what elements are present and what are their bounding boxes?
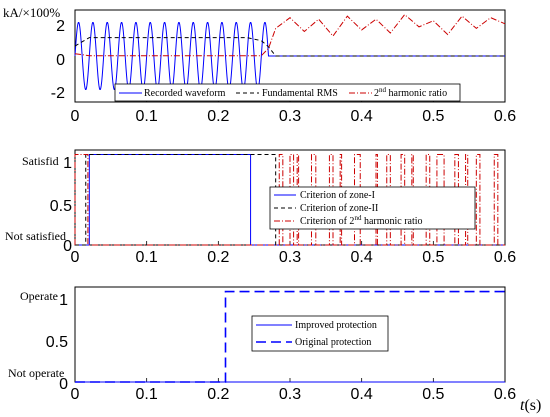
panel3-ytick-1: 1 bbox=[59, 292, 68, 309]
panel1-ytick-neg2: -2 bbox=[51, 85, 65, 102]
panel3-xtick: 0 bbox=[71, 386, 80, 403]
panel1-xtick: 0.2 bbox=[207, 108, 229, 125]
panel2-series-2 bbox=[74, 154, 505, 246]
panel2-ytick-0: 0 bbox=[63, 238, 72, 255]
legend-recorded-waveform-label: Recorded waveform bbox=[144, 88, 226, 99]
panel3-legend-box bbox=[251, 315, 389, 352]
panel3-ytick-0: 0 bbox=[59, 376, 68, 393]
legend-improved-label: Improved protection bbox=[295, 320, 377, 331]
panel3-ylabel-bottom: Not operate bbox=[8, 366, 64, 380]
panel1-series-2 bbox=[74, 13, 506, 57]
panel1-ytick-2: 2 bbox=[56, 18, 65, 35]
panel2-xtick: 0 bbox=[71, 249, 80, 266]
panel3-series bbox=[75, 290, 505, 383]
panel-operation: Operate Not operate 1 0.5 0 0 0.1 0.2 0.3 0.… bbox=[8, 286, 541, 414]
panel2-ytick-1: 1 bbox=[63, 155, 72, 172]
panel2-legend-box bbox=[269, 186, 476, 230]
panel1-series-1 bbox=[74, 37, 505, 57]
panel2-ylabel-bottom: Not satisfied bbox=[5, 229, 66, 243]
panel3-xticks: 0 0.1 0.2 0.3 0.4 0.5 0.6 bbox=[71, 386, 517, 403]
legend-harmonic-criterion-label: Criterion of 2nd harmonic ratio bbox=[300, 214, 423, 227]
panel1-xtick: 0.5 bbox=[422, 108, 444, 125]
panel1-xtick: 0.6 bbox=[494, 108, 516, 125]
panel2-xtick: 0.6 bbox=[494, 249, 516, 266]
panel2-xtick: 0.2 bbox=[207, 249, 229, 266]
panel2-xtick: 0.4 bbox=[351, 249, 373, 266]
panel3-xlabel: t(s) bbox=[520, 397, 541, 414]
panel1-ytick-0: 0 bbox=[56, 52, 65, 69]
panel1-legend: Recorded waveform Fundamental RMS 2nd ha… bbox=[114, 83, 461, 102]
panel3-xtick: 0.2 bbox=[207, 386, 229, 403]
panel2-xtick: 0.5 bbox=[422, 249, 444, 266]
panel1-legend-box bbox=[114, 83, 461, 102]
panel3-series-1 bbox=[75, 290, 505, 383]
panel1-xtick: 0.1 bbox=[136, 108, 158, 125]
legend-zone2-label: Criterion of zone-II bbox=[300, 203, 378, 214]
panel3-xtick: 0.4 bbox=[351, 386, 373, 403]
panel1-series bbox=[74, 13, 506, 91]
panel1-unit-label: kA/×100% bbox=[3, 5, 60, 20]
panel3-legend: Improved protection Original protection bbox=[251, 315, 389, 352]
panel3-xtick: 0.3 bbox=[279, 386, 301, 403]
legend-original-label: Original protection bbox=[295, 337, 371, 348]
panel2-xticks: 0 0.1 0.2 0.3 0.4 0.5 0.6 bbox=[71, 249, 517, 266]
panel1-xtick: 0.4 bbox=[351, 108, 373, 125]
panel3-xtick: 0.6 bbox=[494, 386, 516, 403]
panel1-xtick: 0.3 bbox=[279, 108, 301, 125]
panel3-xtick: 0.1 bbox=[136, 386, 158, 403]
panel1-xticks: 0 0.1 0.2 0.3 0.4 0.5 0.6 bbox=[71, 108, 517, 125]
legend-fundamental-rms-label: Fundamental RMS bbox=[262, 88, 338, 99]
panel3-xtick: 0.5 bbox=[422, 386, 444, 403]
panel2-series bbox=[74, 154, 505, 246]
legend-zone1-label: Criterion of zone-I bbox=[300, 190, 375, 201]
panel-criteria: Satisfid Not satisfied 1 0.5 0 0 0.1 0.2 0.… bbox=[5, 149, 517, 266]
panel2-xtick: 0.3 bbox=[279, 249, 301, 266]
panel2-xtick: 0.1 bbox=[136, 249, 158, 266]
panel1-xtick: 0 bbox=[71, 108, 80, 125]
panel3-ylabel-top: Operate bbox=[20, 289, 58, 303]
panel2-ylabel-top: Satisfid bbox=[22, 154, 59, 168]
panel2-legend: Criterion of zone-I Criterion of zone-II… bbox=[269, 186, 476, 230]
panel2-series-1 bbox=[75, 154, 505, 246]
legend-harmonic-ratio-label: 2nd harmonic ratio bbox=[374, 86, 447, 99]
panel3-ytick-0-5: 0.5 bbox=[46, 334, 68, 351]
panel-waveform: kA/×100% 2 0 -2 0 0.1 0.2 0.3 0.4 0.5 0.6 Reco… bbox=[3, 5, 516, 125]
panel2-ytick-0-5: 0.5 bbox=[50, 198, 72, 215]
